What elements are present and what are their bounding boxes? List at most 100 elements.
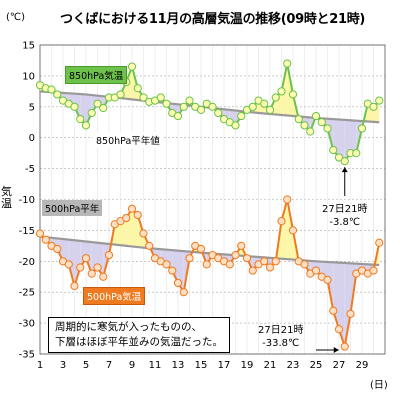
series-850-data-point — [70, 102, 79, 111]
series-500-data-point — [173, 278, 183, 288]
x-tick-label: 7 — [106, 360, 112, 371]
series-850-data-point — [311, 111, 321, 121]
annotation-850-value: -3.8℃ — [329, 217, 361, 228]
series-500-data-point — [185, 254, 194, 263]
x-tick-label: 27 — [333, 360, 346, 371]
annotation-850-min: 27日21時 -3.8℃ — [322, 203, 367, 229]
series-500-data-point — [283, 195, 292, 204]
series-850-data-point — [294, 115, 303, 124]
series-850-data-point — [127, 62, 137, 71]
series-500-cold-fill — [172, 250, 178, 283]
series-500-label: 500hPa気温 — [83, 287, 146, 305]
series-850-data-point — [116, 90, 125, 99]
series-500-data-point — [64, 260, 73, 269]
y-tick-label: 5 — [29, 102, 35, 113]
series-500-data-point — [93, 263, 102, 272]
series-850-data-point — [185, 96, 194, 105]
arrow-500-min-head — [333, 347, 339, 353]
series-500-data-point — [196, 244, 206, 254]
series-500-data-point — [375, 238, 384, 247]
x-tick-label: 21 — [264, 360, 277, 371]
series-500-data-point — [35, 229, 45, 238]
x-tick-label: 23 — [287, 360, 300, 371]
annotation-500-time: 27日21時 — [258, 325, 304, 336]
series-500-data-point — [99, 272, 108, 281]
series-500-data-point — [70, 281, 79, 291]
series-500-data-point — [225, 260, 234, 269]
series-500-data-point — [323, 275, 332, 284]
series-500-data-point — [76, 263, 85, 272]
series-500-data-point — [271, 257, 280, 266]
series-500-data-point — [346, 309, 355, 318]
x-tick-label: 13 — [172, 360, 185, 371]
series-500-data-point — [288, 226, 298, 235]
series-500-data-point — [248, 266, 257, 275]
series-850-data-point — [248, 102, 257, 111]
series-500-data-point — [41, 235, 50, 244]
series-850-data-point — [317, 118, 326, 127]
series-500-data-point — [334, 325, 344, 334]
x-tick-label: 17 — [218, 360, 231, 371]
normal-lines-layer — [39, 90, 380, 267]
series-500-data-point — [242, 254, 252, 263]
series-500-data-point — [162, 260, 171, 269]
y-unit-label: (℃) — [6, 12, 26, 23]
series-500-data-point — [369, 266, 378, 275]
x-tick-label: 1 — [37, 360, 43, 371]
annotation-arrows-layer — [316, 167, 348, 353]
annotation-850-time: 27日21時 — [322, 204, 368, 215]
series-500-data-point — [300, 260, 309, 269]
y-tick-label: -30 — [19, 319, 35, 330]
series-500-data-point — [260, 257, 269, 266]
series-500-data-point — [277, 217, 286, 226]
series-850-data-point — [93, 99, 102, 108]
series-500-data-point — [145, 241, 154, 250]
series-500-data-point — [122, 213, 131, 223]
series-500-data-point — [202, 260, 211, 269]
series-500-cold-fill — [344, 262, 351, 347]
series-850-data-point — [277, 87, 286, 96]
series-850-data-point — [357, 124, 367, 133]
arrow-850-min-head — [341, 167, 348, 173]
y-tick-label: -35 — [19, 350, 35, 361]
x-tick-label: 29 — [356, 360, 369, 371]
series-500-data-point — [179, 288, 188, 297]
series-850-cold-fill — [86, 94, 92, 126]
series-500-data-point — [104, 251, 114, 260]
normal-850-label: 850hPa平年値 — [93, 132, 163, 148]
series-850-data-point — [265, 105, 275, 114]
y-tick-label: -15 — [19, 226, 35, 237]
series-850-data-point — [334, 153, 344, 162]
series-850-cold-fill — [339, 119, 345, 162]
chart-title: つくばにおける11月の高層気温の推移(09時と21時) — [60, 12, 366, 27]
series-850-data-point — [133, 84, 142, 93]
series-500-warm-fill — [120, 218, 127, 246]
x-tick-label: 3 — [60, 360, 66, 371]
series-850-data-point — [306, 127, 315, 136]
y-tick-label: -20 — [19, 257, 35, 268]
series-850-data-point — [179, 102, 188, 111]
series-850-data-point — [87, 108, 96, 118]
series-850-data-point — [76, 115, 85, 124]
series-500-data-point — [133, 210, 142, 220]
series-850-data-point — [271, 93, 280, 102]
series-850-data-point — [323, 124, 332, 133]
series-500-warm-fill — [281, 199, 288, 260]
series-850-data-point — [300, 121, 309, 130]
y-tick-label: -5 — [25, 164, 35, 175]
summary-note-line-1: 周期的に寒気が入ったものの、 — [55, 321, 202, 333]
series-850-data-point — [139, 93, 148, 102]
series-850-data-point — [156, 93, 165, 102]
x-tick-label: 11 — [149, 360, 162, 371]
series-500-data-point — [231, 251, 240, 260]
series-500-data-point — [127, 204, 137, 213]
y-tick-label: 10 — [22, 71, 35, 82]
series-850-data-point — [214, 108, 223, 118]
series-850-data-point — [283, 59, 292, 68]
plot-frame — [39, 44, 386, 355]
x-tick-label: 15 — [195, 360, 208, 371]
markers-layer — [35, 59, 384, 351]
